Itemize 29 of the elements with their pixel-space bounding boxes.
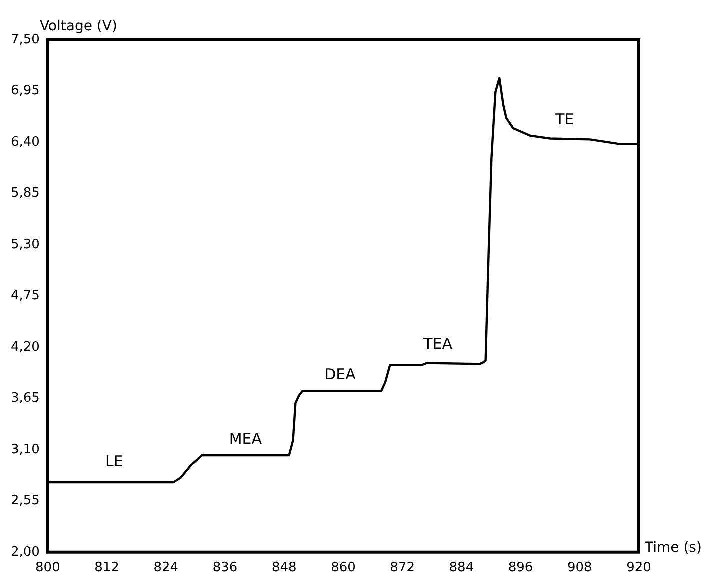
x-tick-label: 848: [272, 560, 297, 576]
x-tick-label: 896: [508, 560, 534, 576]
annotation: TEA: [422, 334, 454, 353]
x-tick-label: 872: [390, 560, 415, 576]
x-tick-label: 920: [626, 560, 652, 576]
x-tick-label: 800: [36, 560, 60, 576]
y-tick-label: 7,50: [10, 32, 40, 48]
x-tick-label: 836: [212, 560, 238, 576]
y-tick-label: 2,55: [10, 494, 40, 509]
x-tick-label: 884: [449, 560, 474, 576]
y-tick-label: 6,95: [10, 84, 40, 99]
annotation: MEA: [229, 430, 263, 448]
annotation: LE: [106, 452, 124, 470]
y-tick-label: 4,75: [10, 288, 40, 304]
annotation: DEA: [324, 366, 357, 384]
y-tick-label: 2,00: [10, 544, 40, 560]
x-tick-label: 908: [567, 560, 592, 576]
y-tick-label: 3,65: [10, 391, 40, 406]
y-tick-label: 5,85: [10, 186, 40, 202]
annotation: TE: [554, 110, 574, 128]
x-tick-label: 860: [331, 560, 356, 576]
x-axis-title: Time (s): [644, 540, 702, 556]
y-tick-label: 3,10: [10, 442, 40, 458]
x-tick-label: 824: [154, 560, 179, 576]
y-axis-title: Voltage (V): [40, 18, 118, 35]
y-tick-label: 5,30: [10, 237, 40, 252]
y-tick-label: 4,20: [10, 340, 40, 355]
y-tick-label: 6,40: [10, 134, 40, 150]
x-tick-label: 812: [94, 560, 120, 576]
